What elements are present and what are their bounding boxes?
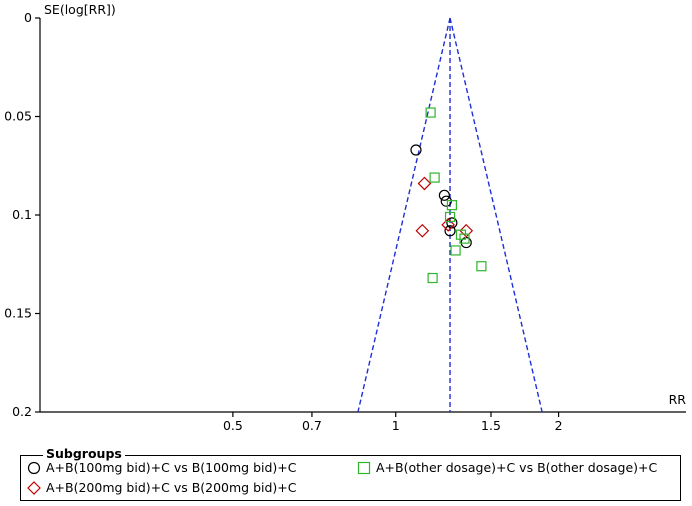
- diamond-point: [417, 176, 432, 191]
- circle-point: [444, 225, 456, 237]
- legend-item-other-dosage: A+B(other dosage)+C vs B(other dosage)+C: [357, 460, 657, 475]
- circle-point: [438, 189, 450, 201]
- square-point: [446, 200, 457, 211]
- diamond-point: [459, 223, 474, 238]
- y-tick-label: 0.2: [12, 404, 32, 419]
- y-axis-label: SE(log[RR]): [44, 2, 116, 17]
- circle-point: [410, 144, 422, 156]
- y-tick-label: 0.1: [12, 207, 32, 222]
- legend-label-100mg: A+B(100mg bid)+C vs B(100mg bid)+C: [46, 460, 297, 475]
- data-points: [410, 107, 487, 284]
- square-point: [444, 211, 456, 223]
- diamond-marker-icon: [27, 480, 41, 495]
- square-point: [476, 261, 487, 272]
- x-axis-label: RR: [669, 392, 687, 407]
- x-tick-label: 1: [392, 418, 400, 433]
- square-point: [429, 172, 440, 183]
- circle-marker-icon: [27, 461, 41, 474]
- square-marker-icon: [357, 461, 371, 474]
- x-axis-ticks: 0.5 0.7 1 1.5 2: [223, 412, 563, 433]
- diamond-point: [415, 223, 430, 238]
- funnel-lines: [357, 17, 543, 413]
- legend: Subgroups A+B(100mg bid)+C vs B(100mg bi…: [20, 446, 681, 501]
- square-point: [450, 245, 461, 256]
- plot-axes: [39, 18, 686, 413]
- square-point: [459, 233, 470, 244]
- square-point: [427, 272, 438, 284]
- y-axis-ticks: 0 0.05 0.1 0.15 0.2: [4, 10, 40, 419]
- square-point: [425, 107, 436, 118]
- x-tick-label: 0.7: [302, 418, 322, 433]
- y-tick-label: 0: [24, 10, 32, 25]
- x-tick-label: 0.5: [223, 418, 243, 433]
- legend-item-100mg: A+B(100mg bid)+C vs B(100mg bid)+C: [27, 460, 297, 475]
- diamond-point: [441, 218, 456, 232]
- y-tick-label: 0.05: [4, 109, 32, 124]
- y-tick-label: 0.15: [4, 306, 32, 321]
- x-tick-label: 2: [555, 418, 563, 433]
- x-tick-label: 1.5: [481, 418, 501, 433]
- legend-label-200mg: A+B(200mg bid)+C vs B(200mg bid)+C: [46, 480, 297, 495]
- legend-title: Subgroups: [43, 446, 125, 461]
- funnel-left-limit: [357, 17, 451, 413]
- legend-item-200mg: A+B(200mg bid)+C vs B(200mg bid)+C: [27, 480, 297, 495]
- funnel-right-limit: [449, 17, 543, 413]
- legend-label-other-dosage: A+B(other dosage)+C vs B(other dosage)+C: [376, 460, 658, 475]
